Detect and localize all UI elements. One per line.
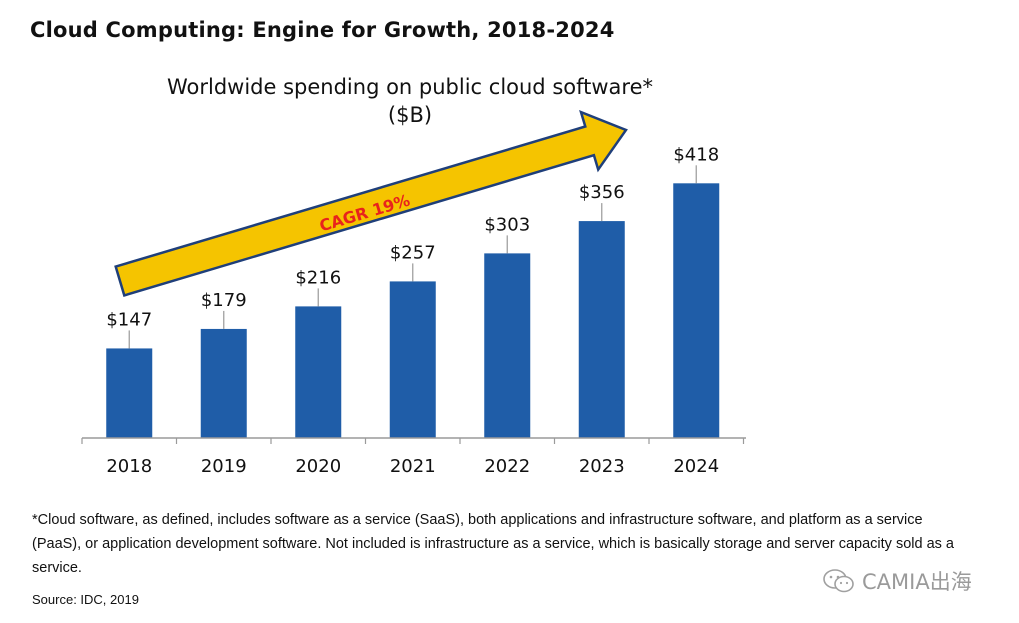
- source-note: Source: IDC, 2019: [32, 592, 139, 607]
- chart-subtitle: Worldwide spending on public cloud softw…: [120, 73, 700, 129]
- bar-2021: [389, 281, 436, 438]
- wechat-icon: [823, 569, 854, 593]
- x-tick-label-2024: 2024: [673, 456, 719, 477]
- bar-2023: [578, 221, 625, 438]
- bar-2024: [673, 183, 720, 438]
- x-tick-label-2021: 2021: [390, 456, 436, 477]
- cagr-arrow: CAGR 19%: [114, 109, 628, 297]
- bar-2018: [106, 348, 153, 438]
- bars-group: $147 $179 $216 $257 $303 $356 $418: [106, 144, 720, 438]
- data-label-2022: $303: [484, 214, 530, 235]
- chart-title: Worldwide spending on public cloud softw…: [166, 75, 653, 99]
- data-label-2023: $356: [579, 182, 625, 203]
- chart-unit: ($B): [387, 103, 433, 127]
- bar-2020: [295, 306, 342, 438]
- x-tick-label-2019: 2019: [201, 456, 247, 477]
- data-label-2020: $216: [295, 267, 341, 288]
- x-tick-label-2018: 2018: [106, 456, 152, 477]
- bar-2022: [484, 253, 531, 438]
- data-label-2021: $257: [390, 242, 436, 263]
- page-title: Cloud Computing: Engine for Growth, 2018…: [30, 18, 615, 42]
- x-tick-label-2020: 2020: [295, 456, 341, 477]
- watermark-text: CAMIA出海: [862, 570, 972, 594]
- x-axis-labels: 2018 2019 2020 2021 2022 2023 2024: [106, 456, 719, 477]
- bar-2019: [200, 328, 247, 438]
- x-tick-label-2022: 2022: [484, 456, 530, 477]
- cagr-arrow-icon: [114, 109, 628, 297]
- data-label-2024: $418: [673, 144, 719, 165]
- x-tick-label-2023: 2023: [579, 456, 625, 477]
- data-label-2019: $179: [201, 290, 247, 311]
- data-label-2018: $147: [106, 309, 152, 330]
- x-axis-ticks: [81, 438, 745, 444]
- footnote: *Cloud software, as defined, includes so…: [32, 512, 954, 576]
- watermark: CAMIA出海: [822, 566, 972, 596]
